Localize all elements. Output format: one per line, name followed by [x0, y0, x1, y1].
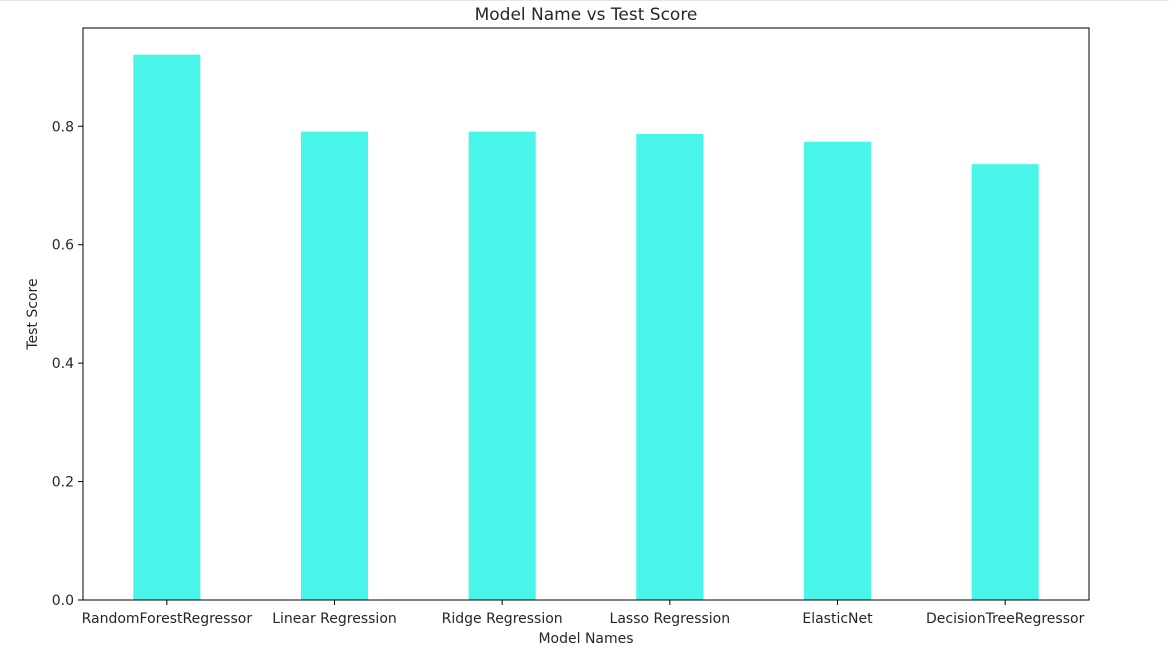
y-tick-label: 0.4: [52, 356, 74, 372]
y-axis: 0.0 0.2 0.4 0.6 0.8: [52, 119, 83, 609]
bar-randomforestregressor: [133, 54, 201, 601]
x-tick-label: RandomForestRegressor: [82, 611, 253, 627]
y-tick-label: 0.0: [52, 593, 74, 609]
bar-decisiontreeregressor: [971, 164, 1039, 600]
x-axis-label: Model Names: [538, 631, 633, 647]
y-tick-label: 0.8: [52, 119, 74, 135]
bars-group: [133, 54, 1039, 601]
y-axis-label: Test Score: [25, 278, 41, 350]
x-tick-label: Ridge Regression: [442, 611, 563, 627]
x-tick-label: Linear Regression: [272, 611, 397, 627]
y-tick-label: 0.2: [52, 475, 74, 491]
bar-elasticnet: [803, 141, 872, 600]
x-tick-label: ElasticNet: [802, 611, 873, 627]
bar-linear-regression: [300, 131, 369, 601]
top-border-line: [0, 0, 1169, 1]
y-tick-label: 0.6: [52, 238, 74, 254]
x-axis: RandomForestRegressor Linear Regression Ri…: [82, 600, 1085, 627]
bar-ridge-regression: [468, 131, 536, 601]
bar-lasso-regression: [636, 133, 704, 601]
chart-title: Model Name vs Test Score: [475, 5, 698, 25]
x-tick-label: Lasso Regression: [610, 611, 731, 627]
plot-frame: [82, 27, 1090, 601]
x-tick-label: DecisionTreeRegressor: [926, 611, 1085, 627]
